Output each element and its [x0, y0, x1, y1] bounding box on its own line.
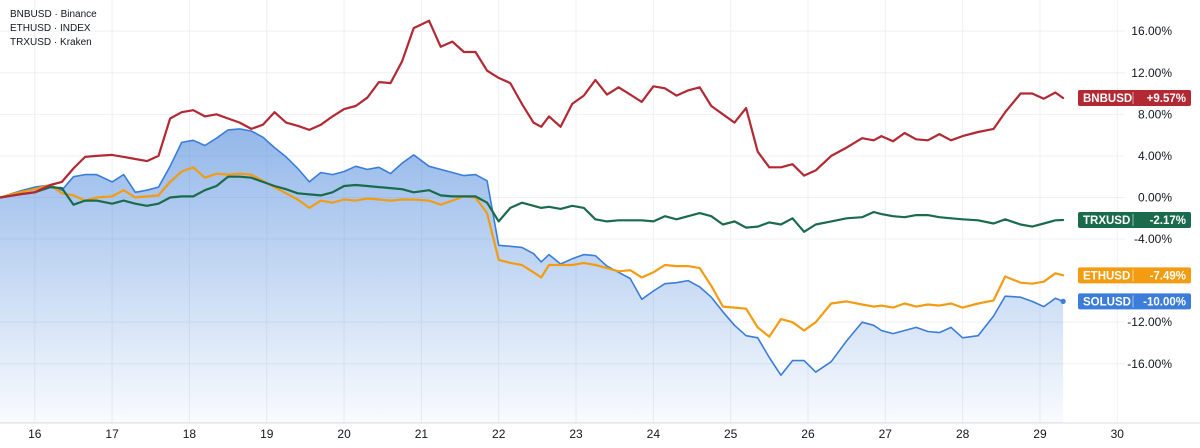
- x-tick-label: 27: [879, 427, 893, 441]
- value-tag-background: [1078, 267, 1191, 284]
- x-tick-label: 24: [647, 427, 661, 441]
- series-line-ethusd[interactable]: [0, 166, 1065, 338]
- value-tag-bnbusd[interactable]: BNBUSD +9.57%: [1078, 90, 1191, 107]
- legend-separator: ·: [54, 9, 58, 20]
- x-tick-label: 21: [415, 427, 429, 441]
- legend-item-trxusd[interactable]: TRXUSD · Kraken: [10, 36, 97, 50]
- y-tick-label: 12.00%: [1131, 66, 1172, 80]
- x-tick-label: 25: [724, 427, 738, 441]
- x-tick-label: 23: [569, 427, 583, 441]
- x-tick-label: 22: [492, 427, 506, 441]
- x-tick-label: 18: [183, 427, 197, 441]
- y-axis: 16.00% 12.00% 8.00% 4.00% 0.00% -4.00% -12.00%…: [1127, 24, 1172, 371]
- series-areas: [0, 128, 1064, 423]
- last-value-tags: BNBUSD +9.57% ETHUSD -7.49% TRXUSD -2.17% SOLU…: [1078, 90, 1191, 310]
- value-tag-trxusd[interactable]: TRXUSD -2.17%: [1078, 212, 1191, 229]
- y-tick-label: -4.00%: [1134, 232, 1172, 246]
- legend-symbol: BNBUSD: [10, 9, 52, 20]
- series-line-bnbusd[interactable]: [0, 19, 1065, 199]
- value-tag-value: -10.00%: [1143, 296, 1186, 308]
- value-tag-symbol: SOLUSD: [1083, 296, 1131, 308]
- x-tick-label: 30: [1111, 427, 1125, 441]
- value-tag-value: +9.57%: [1147, 93, 1186, 105]
- series-line-trxusd[interactable]: [0, 175, 1065, 233]
- x-tick-label: 20: [337, 427, 351, 441]
- value-tag-value: -7.49%: [1150, 270, 1186, 282]
- legend-symbol: ETHUSD: [10, 23, 52, 34]
- x-tick-label: 28: [956, 427, 970, 441]
- legend-source: Kraken: [60, 37, 92, 48]
- legend-separator: ·: [53, 37, 58, 48]
- x-tick-label: 26: [801, 427, 815, 441]
- legend: BNBUSD · Binance ETHUSD · INDEX TRXUSD ·…: [10, 8, 97, 50]
- y-tick-label: 8.00%: [1138, 107, 1172, 121]
- y-tick-label: -16.00%: [1127, 357, 1172, 371]
- legend-symbol: TRXUSD: [10, 37, 52, 48]
- x-tick-label: 19: [260, 427, 274, 441]
- value-tag-background: [1078, 212, 1191, 229]
- series-last-point-solusd: [1060, 298, 1066, 305]
- value-tag-background: [1078, 90, 1191, 107]
- value-tag-ethusd[interactable]: ETHUSD -7.49%: [1078, 267, 1191, 284]
- value-tag-value: -2.17%: [1150, 215, 1186, 227]
- value-tag-solusd[interactable]: SOLUSD -10.00%: [1078, 293, 1191, 310]
- y-tick-label: 0.00%: [1138, 190, 1172, 204]
- value-tag-symbol: TRXUSD: [1083, 215, 1130, 227]
- series-lines: [0, 19, 1066, 376]
- y-tick-label: -12.00%: [1127, 315, 1172, 329]
- series-line-solusd[interactable]: [0, 128, 1064, 376]
- value-tag-symbol: BNBUSD: [1083, 93, 1132, 105]
- x-tick-label: 16: [28, 427, 42, 441]
- y-tick-label: 4.00%: [1138, 149, 1172, 163]
- legend-source: Binance: [60, 9, 97, 20]
- y-tick-label: 16.00%: [1131, 24, 1172, 38]
- legend-separator: ·: [53, 23, 58, 34]
- legend-item-ethusd[interactable]: ETHUSD · INDEX: [10, 22, 97, 36]
- legend-item-bnbusd[interactable]: BNBUSD · Binance: [10, 8, 97, 22]
- value-tag-background: [1078, 293, 1191, 310]
- x-tick-label: 29: [1033, 427, 1047, 441]
- series-area-solusd: [0, 128, 1064, 423]
- value-tag-symbol: ETHUSD: [1083, 270, 1130, 282]
- x-axis: 16 17 18 19 20 21 22 23 24 25 26 27 28 29 30: [28, 427, 1124, 441]
- x-tick-label: 17: [105, 427, 119, 441]
- legend-source: INDEX: [60, 23, 91, 34]
